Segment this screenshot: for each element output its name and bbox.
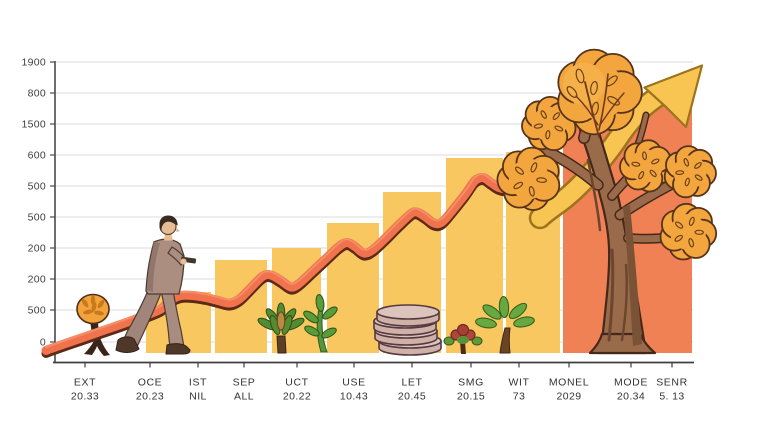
svg-text:MONEL: MONEL <box>549 377 589 389</box>
svg-text:73: 73 <box>513 391 525 403</box>
svg-text:20.15: 20.15 <box>457 391 485 403</box>
svg-text:20.23: 20.23 <box>136 391 164 403</box>
svg-text:LET: LET <box>401 377 422 389</box>
svg-text:ALL: ALL <box>234 391 254 403</box>
svg-text:600: 600 <box>28 150 46 162</box>
svg-text:5. 13: 5. 13 <box>659 391 684 403</box>
svg-text:200: 200 <box>28 274 46 286</box>
svg-text:500: 500 <box>28 305 46 317</box>
svg-text:UCT: UCT <box>285 377 308 389</box>
svg-text:SENR: SENR <box>656 377 688 389</box>
svg-text:OCE: OCE <box>138 377 163 389</box>
svg-text:2029: 2029 <box>557 391 582 403</box>
svg-text:IST: IST <box>189 377 207 389</box>
svg-text:MODE: MODE <box>614 377 648 389</box>
svg-text:20.22: 20.22 <box>283 391 311 403</box>
svg-text:20.45: 20.45 <box>398 391 426 403</box>
svg-text:500: 500 <box>28 181 46 193</box>
svg-text:0: 0 <box>40 337 46 349</box>
svg-text:20.34: 20.34 <box>617 391 645 403</box>
svg-text:10.43: 10.43 <box>340 391 368 403</box>
svg-text:200: 200 <box>28 243 46 255</box>
svg-text:NIL: NIL <box>189 391 207 403</box>
svg-text:WIT: WIT <box>508 377 529 389</box>
svg-text:SMG: SMG <box>458 377 484 389</box>
svg-text:SEP: SEP <box>233 377 256 389</box>
svg-text:USE: USE <box>342 377 365 389</box>
svg-text:EXT: EXT <box>74 377 96 389</box>
svg-text:500: 500 <box>28 212 46 224</box>
svg-text:800: 800 <box>28 88 46 100</box>
svg-text:1500: 1500 <box>21 119 46 131</box>
svg-text:20.33: 20.33 <box>71 391 99 403</box>
svg-text:1900: 1900 <box>21 57 46 69</box>
